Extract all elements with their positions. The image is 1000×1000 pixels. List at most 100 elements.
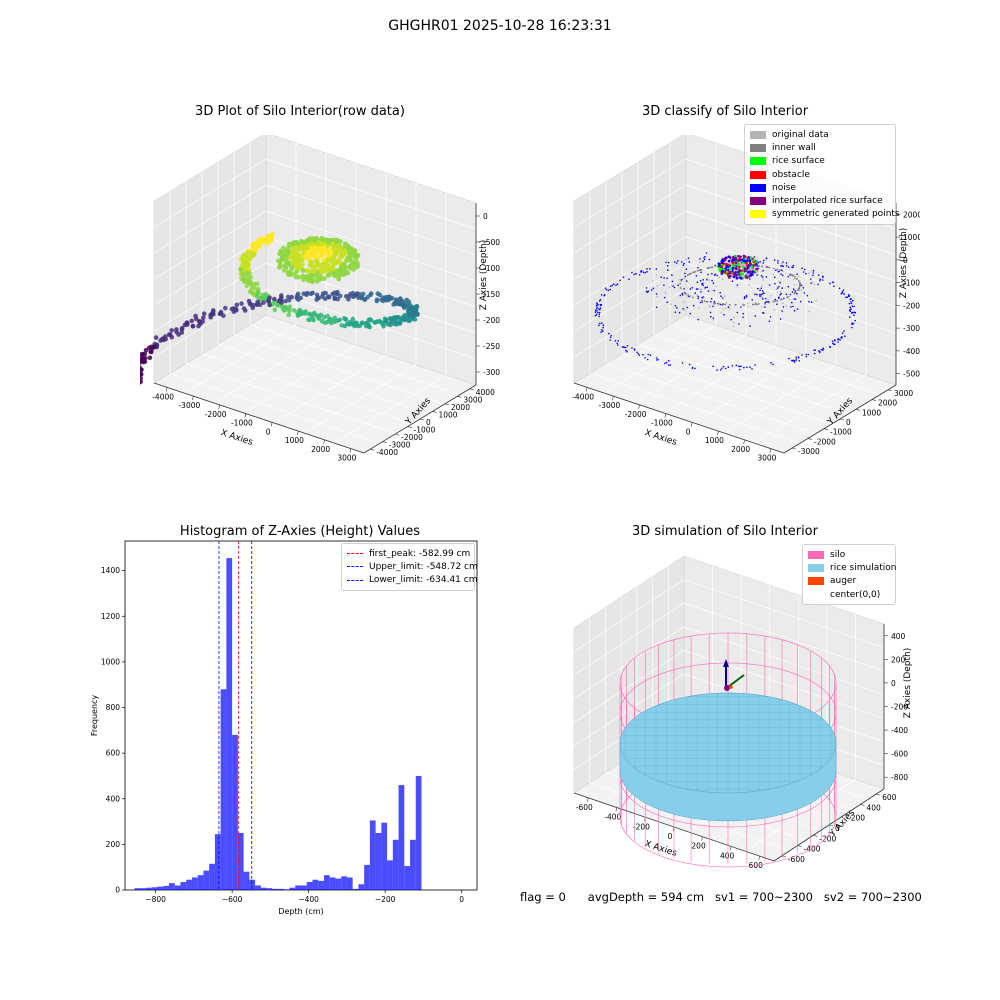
cls-noise-point [778, 297, 780, 299]
cls-noise-point [691, 286, 694, 289]
sim-gridline [573, 579, 685, 652]
cls-noise-point [699, 301, 702, 304]
raw-y-tick [432, 411, 437, 413]
cls-noise-point [688, 363, 691, 366]
raw-point [295, 313, 301, 318]
cls-noise-point [732, 325, 735, 328]
histogram-bar [295, 885, 301, 890]
cls-noise-point [696, 281, 699, 283]
raw-point [345, 244, 351, 249]
raw-point [387, 294, 392, 300]
cls-noise-point [768, 320, 771, 323]
cls-noise-point [781, 287, 783, 289]
cls-noise-point [706, 278, 708, 281]
cls-rice-point [731, 263, 734, 267]
raw-point [298, 239, 304, 244]
raw-point [267, 295, 272, 301]
raw-point [356, 295, 361, 300]
cls-wall-point [711, 266, 714, 269]
cls-noise-point [850, 300, 852, 303]
cls-rice-point [731, 266, 735, 270]
sv1-value: sv1 = 700~2300 [715, 890, 813, 904]
cls-noise-point [837, 341, 839, 343]
cls-noise-point [849, 306, 852, 309]
cls-y-tick-label: 0 [846, 418, 851, 427]
raw-point [298, 256, 304, 261]
histogram-y-tick-label: 1200 [101, 612, 120, 621]
legend-swatch [808, 550, 824, 559]
raw-point [149, 344, 154, 350]
legend-label: Lower_limit: -634.41 cm [369, 575, 478, 586]
cls-noise-point [744, 296, 746, 298]
raw-point [241, 306, 247, 311]
cls-noise-point [655, 306, 658, 309]
simulation-3d-plot: -600-400-2000200400600-600-400-200020040… [573, 555, 913, 870]
cls-gridline [685, 288, 897, 360]
sv2-value: sv2 = 700~2300 [823, 890, 922, 904]
raw-point [249, 284, 255, 290]
cls-noise-point [609, 339, 611, 341]
cls-noise-point [740, 365, 742, 368]
cls-wall-point [772, 300, 775, 303]
cls-noise-point [812, 269, 815, 272]
cls-noise-point [608, 332, 610, 335]
raw-point [341, 261, 347, 267]
cls-noise-point [714, 273, 717, 276]
raw-y-tick-label: 1000 [438, 410, 457, 419]
sim-x-tick [758, 856, 761, 861]
cls-noise-point [782, 302, 784, 304]
cls-noise-point [646, 291, 649, 293]
cls-noise-point [773, 259, 776, 261]
raw-x-tick-label: -1000 [231, 419, 253, 428]
cls-noise-point [843, 330, 845, 332]
raw-point [349, 247, 354, 253]
cls-noise-point [711, 289, 713, 291]
cls-noise-point [795, 359, 797, 362]
raw-point [304, 290, 310, 296]
cls-noise-point [721, 297, 724, 299]
histogram-bar [197, 875, 204, 890]
cls-noise-point [677, 260, 679, 262]
cls-noise-point [722, 308, 724, 310]
cls-wall-point [706, 267, 709, 270]
cls-noise-point [640, 269, 643, 272]
cls-noise-point [756, 270, 759, 273]
classify-legend-entry: interpolated rice surface [750, 194, 890, 207]
cls-noise-point [721, 367, 723, 370]
cls-noise-point [638, 354, 641, 357]
cls-noise-point [614, 340, 617, 342]
cls-rice-point [738, 256, 742, 260]
cls-noise-point [722, 365, 725, 368]
raw-point [330, 263, 336, 268]
cls-noise-point [616, 342, 618, 345]
cls-noise-point [831, 281, 834, 284]
histogram-bar [392, 839, 399, 890]
cls-noise-point [674, 305, 677, 307]
depth-histogram: −800 −600 −400 −200 0 0 200 400 600 800 1000 1200 14… [90, 540, 478, 916]
raw-point [396, 300, 402, 306]
cls-gridline [603, 324, 717, 394]
cls-noise-point [747, 306, 749, 308]
cls-noise-point [787, 266, 790, 268]
cls-noise-point [838, 287, 841, 290]
cls-noise-point [848, 295, 851, 297]
cls-noise-point [697, 288, 699, 290]
histogram-bar [191, 877, 198, 890]
cls-noise-point [664, 292, 667, 294]
cls-noise-point [602, 326, 604, 329]
sim-y-tick-label: 600 [882, 793, 897, 802]
cls-rice-point [734, 256, 737, 260]
raw-point [196, 323, 201, 329]
cls-rice-point [741, 265, 745, 269]
cls-noise-point [673, 261, 676, 263]
raw-point [272, 296, 277, 302]
raw-point [320, 236, 326, 242]
raw-x-tick [218, 404, 220, 409]
cls-noise-point [748, 283, 750, 286]
raw-z-axis-label: Z Axies (Depth) [479, 240, 489, 311]
cls-noise-point [798, 275, 800, 277]
raw-z-tick-label: -3000 [483, 368, 500, 377]
cls-noise-point [785, 293, 788, 296]
cls-noise-point [689, 312, 691, 315]
cls-noise-point [731, 365, 734, 367]
